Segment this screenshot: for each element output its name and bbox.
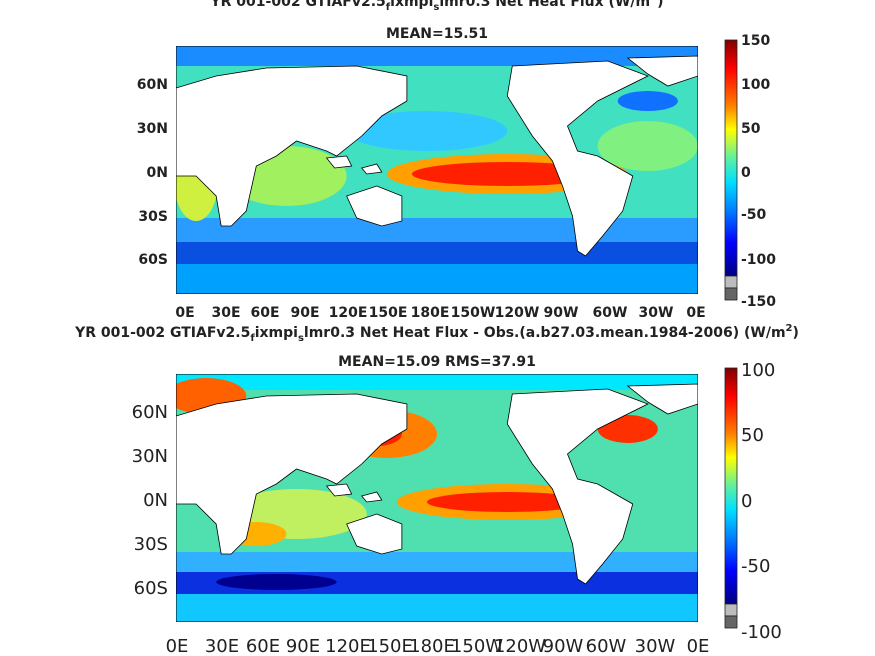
panel-top-ytick: 0N [147, 165, 168, 181]
panel-bottom-yticks: 60N 30N 0N 30S 60S [132, 402, 168, 599]
panel-top: YR 001-002 GTIAFv2.5fixmpislmr0.3 Net He… [137, 0, 776, 321]
panel-bottom-xtick: 60W [586, 636, 627, 656]
panel-top-ytick: 60N [137, 77, 168, 93]
panel-bottom-xtick: 120E [325, 636, 371, 656]
panel-bottom-ytick: 0N [143, 490, 168, 511]
panel-top-xtick: 60W [593, 305, 628, 321]
panel-top-colorbar-tick: -100 [741, 252, 776, 268]
panel-top-xtick: 180E [411, 305, 450, 321]
panel-top-colorbar-tick: -50 [741, 207, 767, 223]
panel-top-xtick: 60E [250, 305, 279, 321]
panel-bottom-colorbar: 100 50 0 -50 -100 [724, 360, 782, 643]
panel-bottom-colorbar-tick: 0 [741, 491, 752, 512]
panel-top-colorbar-tick: 0 [741, 165, 751, 181]
panel-bottom-map [176, 374, 698, 622]
panel-bottom-ytick: 60N [132, 402, 168, 423]
panel-top-ytick: 30N [137, 121, 168, 137]
panel-bottom: YR 001-002 GTIAFv2.5fixmpislmr0.3 Net He… [74, 323, 799, 656]
panel-bottom-xtick: 90E [286, 636, 320, 656]
panel-top-xtick: 0E [686, 305, 705, 321]
panel-top-colorbar-under [724, 275, 738, 289]
panel-bottom-xtick: 30W [635, 636, 676, 656]
panel-top-xtick: 90E [290, 305, 319, 321]
panel-bottom-colorbar-land [724, 615, 738, 629]
panel-top-xtick: 120W [495, 305, 540, 321]
panel-top-map [176, 46, 698, 294]
panel-top-xtick: 150E [369, 305, 408, 321]
panel-bottom-xtick: 180E [409, 636, 455, 656]
panel-top-colorbar-tick: -150 [741, 294, 776, 310]
panel-bottom-xtick: 0E [687, 636, 710, 656]
panel-bottom-xtick: 90W [543, 636, 584, 656]
panel-bottom-colorbar-tick: 50 [741, 425, 764, 446]
panel-bottom-xtick: 150E [367, 636, 413, 656]
panel-bottom-xtick: 30E [205, 636, 239, 656]
panel-bottom-subtitle: MEAN=15.09 RMS=37.91 [338, 354, 536, 370]
panel-top-colorbar-tick: 50 [741, 121, 761, 137]
panel-top-xtick: 30E [211, 305, 240, 321]
panel-top-colorbar: 150 100 50 0 -50 -100 -150 [724, 33, 776, 310]
panel-top-ytick: 30S [138, 209, 168, 225]
panel-top-xtick: 150W [451, 305, 496, 321]
panel-bottom-colorbar-tick: 100 [741, 360, 775, 381]
panel-top-xtick: 30W [639, 305, 674, 321]
panel-bottom-xtick: 0E [166, 636, 189, 656]
panel-top-subtitle: MEAN=15.51 [386, 26, 488, 42]
panel-bottom-ytick: 30S [134, 534, 168, 555]
panel-bottom-colorbar-bar [724, 367, 738, 605]
panel-bottom-ytick: 30N [132, 446, 168, 467]
panel-top-xtick: 0E [175, 305, 194, 321]
panel-top-xtick: 120E [329, 305, 368, 321]
panel-top-xticks: 0E 30E 60E 90E 120E 150E 180E 150W 120W … [175, 305, 705, 321]
panel-bottom-xtick: 120W [494, 636, 546, 656]
panel-top-colorbar-tick: 150 [741, 33, 770, 49]
panel-top-title: YR 001-002 GTIAFv2.5fixmpislmr0.3 Net He… [210, 0, 664, 13]
panel-bottom-colorbar-tick: -100 [741, 622, 782, 643]
panel-top-colorbar-land [724, 287, 738, 301]
panel-bottom-xtick: 150W [451, 636, 503, 656]
panel-bottom-title: YR 001-002 GTIAFv2.5fixmpislmr0.3 Net He… [74, 323, 799, 344]
panel-bottom-xticks: 0E 30E 60E 90E 120E 150E 180E 150W 120W … [166, 636, 710, 656]
panel-top-xtick: 90W [544, 305, 579, 321]
panel-top-ytick: 60S [138, 252, 168, 268]
panel-bottom-ytick: 60S [134, 578, 168, 599]
panel-top-colorbar-tick: 100 [741, 77, 770, 93]
panel-top-yticks: 60N 30N 0N 30S 60S [137, 77, 168, 268]
panel-bottom-xtick: 60E [246, 636, 280, 656]
panel-bottom-colorbar-under [724, 603, 738, 617]
panel-top-colorbar-bar [724, 39, 738, 277]
panel-bottom-colorbar-tick: -50 [741, 556, 770, 577]
